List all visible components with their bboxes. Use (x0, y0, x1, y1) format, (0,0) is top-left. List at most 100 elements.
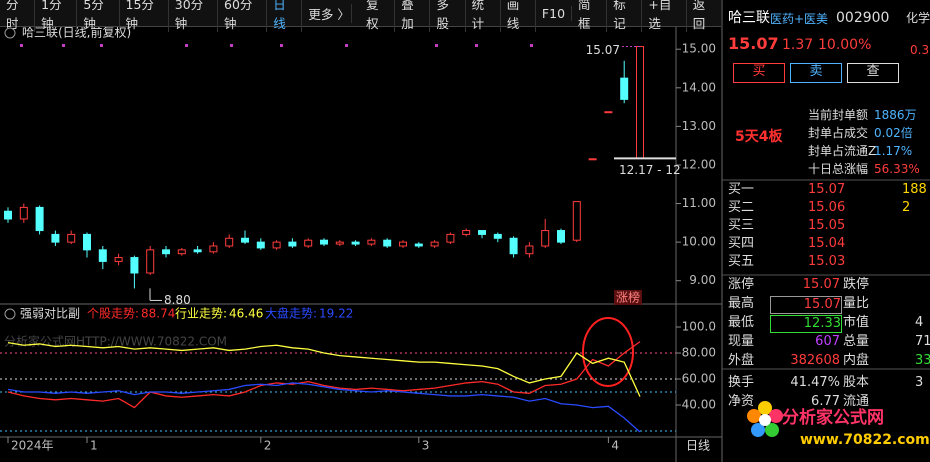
change: 1.37 (782, 37, 814, 53)
stat-value: 4 (915, 315, 924, 330)
seal-value: 0.02倍 (874, 126, 913, 140)
toolbar-button[interactable]: 复权 (360, 0, 396, 32)
candle-body (557, 230, 565, 243)
candle-body (493, 233, 502, 239)
toolbar-button[interactable]: 返回 (687, 0, 722, 32)
icon[interactable] (4, 308, 16, 320)
toolbar-button[interactable]: 日线 (267, 0, 303, 32)
toolbar-button[interactable]: 1分钟 (35, 0, 78, 32)
stat-value: 3 (915, 375, 924, 390)
logo-flower (747, 401, 783, 437)
candle-body (604, 111, 613, 114)
y-tick-label: 10.00 (682, 235, 716, 249)
stat-label: 总量 (843, 334, 870, 349)
candle-body (430, 241, 439, 247)
series-line (7, 382, 641, 433)
stat-label: 外盘 (728, 353, 755, 368)
book-label: 买三 (728, 218, 755, 233)
series-line (7, 341, 641, 409)
board: 5天4板 (735, 129, 783, 145)
toolbar-button[interactable]: +自选 (642, 0, 687, 32)
stat-value: 6.77 (811, 394, 840, 409)
stat-value: 33 (915, 353, 930, 368)
x-tick-label: 2 (264, 439, 272, 453)
candle-body (446, 233, 455, 243)
toolbar-button[interactable]: 标记 (607, 0, 643, 32)
y-tick-label: 60.00 (682, 372, 716, 386)
stat-label: 最高 (728, 296, 755, 311)
candle-body (620, 77, 629, 100)
toolbar-button[interactable]: 5分钟 (77, 0, 120, 32)
candle-body (162, 249, 170, 255)
annotation: 15.07 (586, 43, 620, 57)
candle-body (525, 245, 534, 255)
candle-body (478, 230, 486, 235)
y-tick-label: 40.00 (682, 398, 716, 412)
y-tick-label: 11.00 (682, 196, 716, 210)
toolbar-button[interactable]: 画线 (501, 0, 536, 32)
seal-value: 1.17% (874, 144, 913, 158)
toolbar-button[interactable]: 多股 (430, 0, 466, 32)
pct: 10.00% (818, 37, 872, 53)
toolbar-button[interactable]: 更多 〉 (302, 3, 353, 23)
stat-value: 71 (915, 334, 930, 349)
stat-label: 内盘 (843, 353, 870, 368)
book-label: 买四 (728, 236, 755, 251)
icon[interactable] (4, 27, 16, 39)
seal-label: 封单占成交 (808, 126, 869, 140)
stat-value: 12.33 (770, 315, 842, 333)
candle-body (272, 241, 281, 249)
toolbar-button[interactable]: 30分钟 (169, 0, 218, 32)
candle-body (572, 201, 581, 241)
book-label: 买五 (728, 254, 755, 269)
trade-button[interactable]: 买 (733, 63, 785, 83)
trade-button[interactable]: 查 (847, 63, 899, 83)
candle-body (367, 239, 376, 245)
annotation: 12.17 - 12 (619, 163, 681, 177)
stat-label: 市值 (843, 315, 870, 330)
toolbar-button[interactable]: 简框 (572, 0, 608, 32)
y-tick-label: 13.00 (682, 119, 716, 133)
toolbar-button[interactable]: 统计 (466, 0, 501, 32)
x-tick-label: 1 (90, 439, 98, 453)
candle-body (256, 241, 265, 249)
toolbar-button[interactable]: 15分钟 (120, 0, 169, 32)
trade-button[interactable]: 卖 (790, 63, 842, 83)
candle-body (4, 210, 12, 220)
candle-body (588, 158, 597, 161)
stat-label: 换手 (728, 375, 755, 390)
candle-body (541, 230, 550, 247)
candle-body (241, 237, 249, 243)
stock-extra: 化学 (906, 11, 930, 25)
toolbar-button[interactable]: 60分钟 (218, 0, 268, 32)
stock-sector: 医药+医美 (770, 12, 829, 26)
candle-body (193, 249, 202, 253)
candle-body (98, 249, 107, 262)
stat-value: 15.07 (770, 296, 842, 314)
candle-body (399, 241, 407, 247)
seal-label: 十日总涨幅 (808, 162, 869, 176)
annotation: 涨榜 (616, 290, 640, 305)
candle-body (114, 257, 123, 262)
legend-label: 个股走势: (87, 307, 139, 321)
candle-body (130, 257, 139, 274)
x-tick-label: 2024年 (11, 439, 54, 453)
seal-value: 1886万 (874, 108, 917, 122)
toolbar-button[interactable]: F10 (536, 5, 573, 21)
stat-value: 607 (815, 334, 840, 349)
stat-label: 涨停 (728, 277, 755, 292)
candle-body (288, 241, 297, 247)
legend-value: 46.46 (229, 307, 263, 321)
annotation: 8.80 (164, 293, 191, 307)
stat-value: 15.07 (802, 277, 840, 292)
stat-label: 流通 (843, 394, 870, 409)
candle-body (414, 243, 423, 247)
stat-label: 跌停 (843, 277, 870, 292)
toolbar-button[interactable]: 叠加 (395, 0, 431, 32)
toolbar-button[interactable]: 分时 (0, 0, 36, 32)
stat-label: 最低 (728, 315, 755, 330)
book-price: 15.05 (808, 218, 846, 233)
book-price: 15.04 (808, 236, 846, 251)
